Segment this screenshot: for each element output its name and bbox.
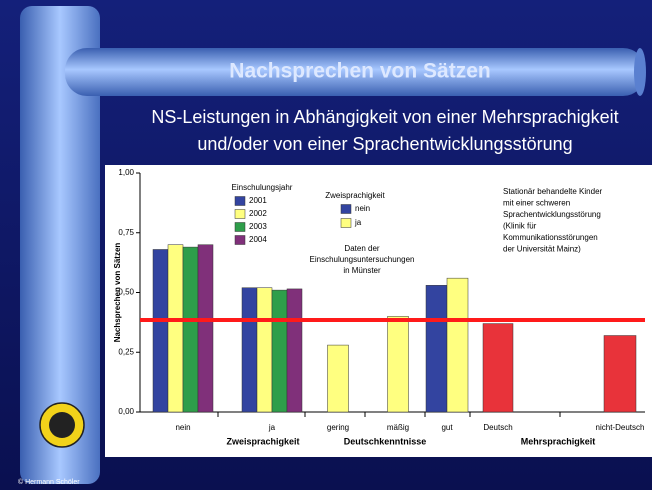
annotation: Daten der <box>344 244 379 253</box>
legend-label: 2002 <box>249 209 267 218</box>
x-tick-label: Deutsch <box>483 423 512 432</box>
annotation: der Universität Mainz) <box>503 245 581 254</box>
x-tick-label: mäßig <box>387 423 409 432</box>
legend-swatch <box>235 197 245 206</box>
legend-title: Einschulungsjahr <box>232 183 293 192</box>
x-tick-label: gut <box>441 423 453 432</box>
bar <box>198 245 213 412</box>
slide: Nachsprechen von Sätzen NS-Leistungen in… <box>0 0 652 490</box>
group-label: Zweisprachigkeit <box>226 436 299 446</box>
bar <box>168 245 183 412</box>
legend-swatch <box>341 205 351 214</box>
annotation: Einschulungsuntersuchungen <box>310 255 415 264</box>
title-bar-end <box>634 48 646 96</box>
subtitle: und/oder von einer Sprachentwicklungsstö… <box>197 134 572 154</box>
legend-swatch <box>235 236 245 245</box>
bar <box>426 285 447 412</box>
bar <box>447 278 468 412</box>
annotation: mit einer schweren <box>503 199 570 208</box>
x-tick-label: nicht-Deutsch <box>596 423 645 432</box>
y-axis-label: Nachsprechen von Sätzen <box>113 243 122 343</box>
x-tick-label: nein <box>175 423 190 432</box>
bar <box>257 288 272 412</box>
group-label: Mehrsprachigkeit <box>521 436 596 446</box>
bar <box>604 336 636 412</box>
bar <box>483 324 513 412</box>
legend-label: 2004 <box>249 235 267 244</box>
legend-swatch <box>341 219 351 228</box>
legend-label: 2003 <box>249 222 267 231</box>
annotation: Stationär behandelte Kinder <box>503 187 603 196</box>
group-label: Deutschkenntnisse <box>344 436 427 446</box>
bar <box>388 316 409 412</box>
annotation: Kommunikationsstörungen <box>503 233 598 242</box>
bar <box>328 345 349 412</box>
y-tick-label: 0,25 <box>118 347 134 356</box>
annotation: in Münster <box>343 266 381 275</box>
bar <box>287 289 302 412</box>
x-tick-label: ja <box>268 423 276 432</box>
bar <box>153 249 168 412</box>
bar <box>272 290 287 412</box>
legend-label: nein <box>355 204 370 213</box>
legend-label: 2001 <box>249 196 267 205</box>
bar <box>183 247 198 412</box>
footer: © Hermann Schöler <box>18 478 80 486</box>
legend-swatch <box>235 223 245 232</box>
x-tick-label: gering <box>327 423 349 432</box>
legend-label: ja <box>354 218 362 227</box>
y-tick-label: 0,00 <box>118 407 134 416</box>
y-tick-label: 1,00 <box>118 168 134 177</box>
y-tick-label: 0,75 <box>118 228 134 237</box>
logo-emblem <box>49 412 75 438</box>
legend-swatch <box>235 210 245 219</box>
annotation: Sprachentwicklungsstörung <box>503 210 601 219</box>
legend-title: Zweisprachigkeit <box>325 191 385 200</box>
annotation: (Klinik für <box>503 222 537 231</box>
slide-title: Nachsprechen von Sätzen <box>229 60 490 83</box>
bar <box>242 288 257 412</box>
subtitle: NS-Leistungen in Abhängigkeit von einer … <box>151 107 618 127</box>
